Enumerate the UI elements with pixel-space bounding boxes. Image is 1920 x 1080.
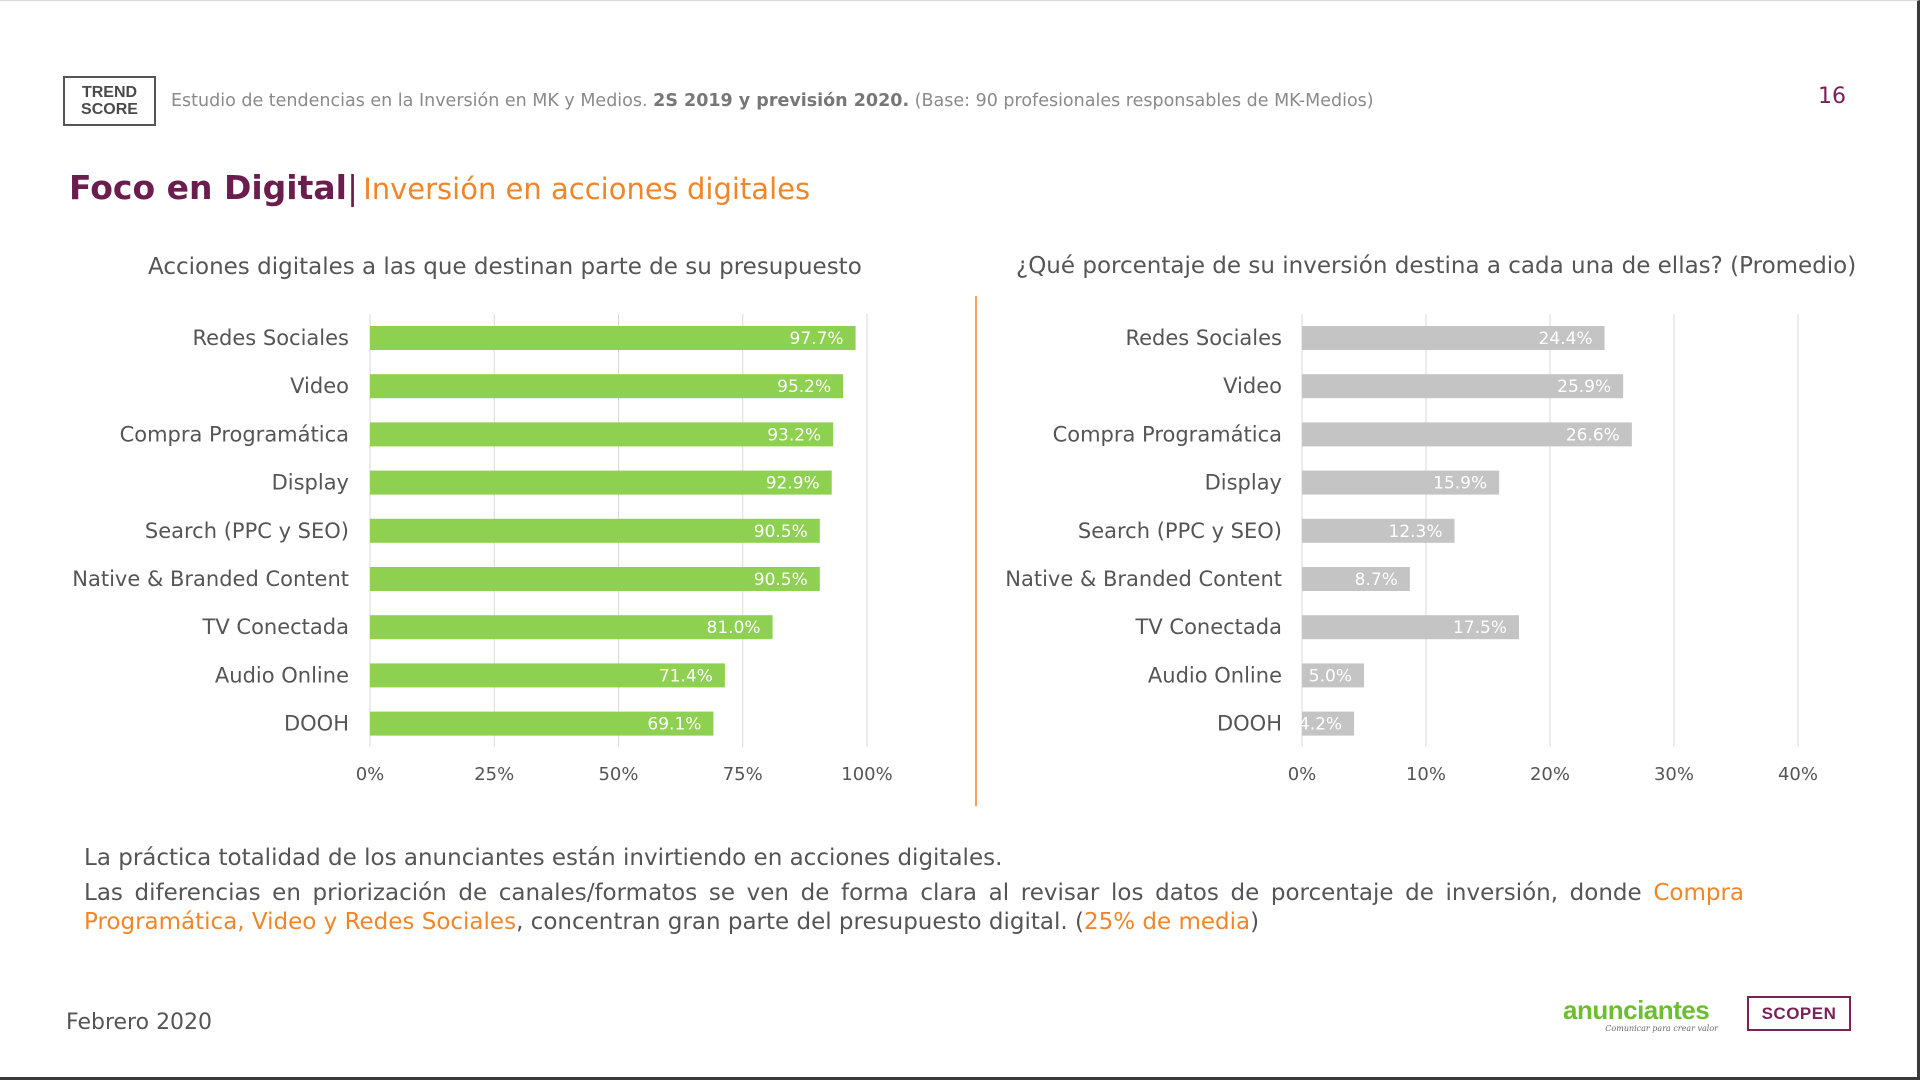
bar — [370, 567, 820, 591]
page-subtitle: Inversión en acciones digitales — [363, 172, 811, 206]
study-description: Estudio de tendencias en la Inversión en… — [171, 91, 648, 111]
bar — [370, 326, 856, 350]
note-text-c: ) — [1250, 909, 1260, 935]
category-label: Video — [290, 374, 349, 398]
bar — [1302, 326, 1605, 350]
x-tick-label: 30% — [1654, 764, 1694, 785]
bar — [370, 470, 832, 495]
category-label: Display — [272, 471, 349, 495]
footer-date: Febrero 2020 — [66, 1010, 213, 1035]
x-tick-label: 100% — [841, 764, 892, 785]
study-header: Estudio de tendencias en la Inversión en… — [171, 91, 1374, 111]
right-chart-title: ¿Qué porcentaje de su inversión destina … — [1016, 253, 1857, 279]
anunciantes-logo-word: anunciantes — [1563, 995, 1710, 1025]
bar-value-label: 8.7% — [1355, 570, 1398, 590]
category-label: Redes Sociales — [1125, 326, 1282, 350]
category-label: DOOH — [284, 712, 349, 736]
bar-value-label: 69.1% — [647, 715, 701, 735]
trend-score-logo: TREND SCORE — [63, 76, 156, 126]
note-line-1: La práctica totalidad de los anunciantes… — [84, 845, 1003, 871]
trend-score-logo-line1: TREND — [81, 84, 138, 101]
bar-value-label: 5.0% — [1309, 666, 1352, 686]
page-title: Foco en Digital| Inversión en acciones d… — [69, 168, 810, 207]
x-tick-label: 40% — [1778, 764, 1818, 785]
bar — [1302, 615, 1519, 640]
bar — [1302, 567, 1410, 591]
bar — [1302, 374, 1624, 399]
bar-value-label: 25.9% — [1557, 377, 1611, 397]
bar-value-label: 90.5% — [754, 522, 808, 542]
bar-value-label: 97.7% — [790, 329, 844, 349]
x-tick-label: 10% — [1406, 764, 1446, 785]
category-label: Native & Branded Content — [72, 567, 349, 591]
note-highlight-average: 25% de media — [1083, 909, 1251, 935]
page-number: 16 — [1818, 84, 1846, 109]
bar — [370, 711, 714, 736]
x-tick-label: 25% — [474, 764, 514, 785]
bar — [1302, 663, 1364, 688]
study-base: (Base: 90 profesionales responsables de … — [914, 91, 1374, 111]
title-separator: | — [346, 168, 359, 207]
x-tick-label: 0% — [1288, 764, 1317, 785]
x-tick-label: 75% — [723, 764, 763, 785]
note-highlight-channels: Compra Programática, Video y Redes Socia… — [84, 880, 1744, 935]
charts-divider — [975, 296, 977, 806]
category-label: Native & Branded Content — [1005, 567, 1282, 591]
bar — [370, 422, 834, 447]
category-label: Audio Online — [1148, 663, 1282, 687]
bar-value-label: 95.2% — [777, 377, 831, 397]
bar-value-label: 4.2% — [1299, 715, 1342, 735]
category-label: TV Conectada — [1135, 615, 1282, 639]
bar — [1302, 422, 1632, 447]
category-label: Search (PPC y SEO) — [145, 519, 349, 543]
x-tick-label: 20% — [1530, 764, 1570, 785]
study-period: 2S 2019 y previsión 2020. — [653, 91, 910, 111]
bar — [370, 374, 844, 399]
category-label: Display — [1205, 471, 1282, 495]
bar-value-label: 93.2% — [767, 425, 821, 445]
bar — [370, 518, 820, 543]
anunciantes-logo-tagline: Comunicar para crear valor — [1605, 1024, 1718, 1033]
x-tick-label: 50% — [598, 764, 638, 785]
category-label: Video — [1223, 374, 1282, 398]
bar — [370, 663, 725, 688]
page-title-main: Foco en Digital — [69, 168, 347, 207]
bar — [1302, 711, 1355, 736]
bar — [370, 615, 773, 640]
note-line-2: Las diferencias en priorización de canal… — [84, 879, 1744, 937]
trend-score-logo-line2: SCORE — [81, 101, 138, 118]
note-text-a: Las diferencias en priorización de canal… — [84, 880, 1654, 906]
category-label: Search (PPC y SEO) — [1078, 519, 1282, 543]
left-chart-title: Acciones digitales a las que destinan pa… — [148, 254, 862, 280]
category-label: Redes Sociales — [192, 326, 349, 350]
category-label: DOOH — [1217, 712, 1282, 736]
bar-value-label: 92.9% — [766, 474, 820, 494]
note-text-b: , concentran gran parte del presupuesto … — [516, 909, 1084, 935]
bar — [1302, 518, 1455, 543]
bar-value-label: 17.5% — [1453, 618, 1507, 638]
category-label: TV Conectada — [202, 615, 349, 639]
bar-value-label: 90.5% — [754, 570, 808, 590]
x-tick-label: 0% — [356, 764, 385, 785]
bar-value-label: 81.0% — [707, 618, 761, 638]
bar-value-label: 15.9% — [1433, 474, 1487, 494]
bar — [1302, 470, 1500, 495]
bar-value-label: 24.4% — [1539, 329, 1593, 349]
bar-value-label: 71.4% — [659, 666, 713, 686]
category-label: Compra Programática — [1053, 422, 1282, 446]
category-label: Compra Programática — [120, 422, 349, 446]
anunciantes-logo: anunciantes Comunicar para crear valor — [1563, 996, 1718, 1036]
scopen-logo: SCOPEN — [1747, 996, 1851, 1031]
bar-value-label: 12.3% — [1389, 522, 1443, 542]
bar-value-label: 26.6% — [1566, 425, 1620, 445]
category-label: Audio Online — [215, 663, 349, 687]
